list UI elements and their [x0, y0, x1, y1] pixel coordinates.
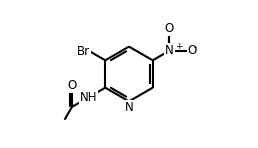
Text: O: O: [67, 79, 77, 92]
Text: Br: Br: [77, 45, 90, 58]
Text: -: -: [194, 43, 197, 52]
Text: +: +: [175, 42, 182, 52]
Text: O: O: [188, 44, 197, 57]
Text: NH: NH: [80, 91, 97, 104]
Text: N: N: [125, 101, 133, 114]
Text: N: N: [165, 44, 174, 57]
Text: O: O: [165, 22, 174, 35]
